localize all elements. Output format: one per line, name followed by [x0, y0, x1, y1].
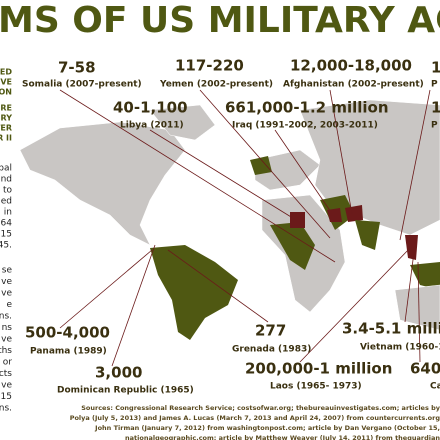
- side-text: ns.: [0, 312, 12, 322]
- edge-fragment: P: [431, 121, 438, 131]
- side-text: 45.: [0, 241, 12, 251]
- conflict-place: Dominican Republic (1965): [57, 386, 194, 396]
- side-heading: RY: [0, 114, 12, 123]
- title: MS OF US MILITARY AGGRES: [0, 0, 440, 41]
- side-text: or: [3, 358, 13, 368]
- death-count: 40-1,100: [113, 99, 188, 117]
- side-text: ths: [0, 346, 12, 356]
- side-text: 15: [1, 230, 12, 240]
- edge-fragment: 1: [431, 99, 440, 117]
- conflict-place: Panama (1989): [30, 347, 107, 357]
- side-text: 15: [1, 392, 12, 402]
- conflict-place: Iraq (1991-2002, 2003-2011): [232, 121, 378, 131]
- source-line: Polya (July 5, 2013) and James A. Lucas …: [70, 414, 440, 422]
- side-heading: TER: [0, 124, 12, 133]
- death-count: 117-220: [175, 57, 244, 75]
- side-text: ed: [1, 197, 12, 207]
- conflict-place: Grenada (1983): [232, 345, 311, 355]
- side-heading: ERE: [0, 104, 12, 113]
- side-text: ve: [1, 289, 12, 299]
- conflict-place: Vietnam (1960-1975): [360, 343, 440, 353]
- source-line: John Tirman (January 7, 2012) from washi…: [94, 424, 440, 432]
- leader-lines: [59, 89, 431, 367]
- conflict-place: Yemen (2002-present): [159, 80, 273, 90]
- side-heading: ION: [0, 88, 12, 97]
- death-count: 640: [410, 360, 440, 378]
- side-text: cts: [0, 369, 12, 379]
- side-text: ns.: [0, 404, 12, 414]
- side-text: se: [2, 266, 13, 276]
- side-text: ns: [2, 323, 13, 333]
- death-count: 12,000-18,000: [290, 57, 412, 75]
- side-text: nd: [1, 175, 12, 185]
- side-heading: IVE: [0, 78, 12, 87]
- side-text: e: [6, 300, 12, 310]
- death-count: 3,000: [95, 364, 142, 382]
- side-text: ve: [1, 277, 12, 287]
- death-count: 3.4-5.1 million: [342, 320, 440, 338]
- conflict-place: Afghanistan (2002-present): [283, 80, 424, 90]
- edge-fragment: 1: [431, 59, 440, 77]
- side-text: 64: [1, 219, 13, 229]
- source-line: Sources: Congressional Research Service;…: [81, 404, 440, 412]
- side-text: ve: [1, 381, 12, 391]
- side-text: in: [4, 208, 12, 218]
- death-count: 200,000-1 million: [245, 360, 392, 378]
- conflict-place: Ca: [430, 382, 440, 392]
- source-line: nationalgeographic.com; article by Matth…: [125, 434, 440, 440]
- world-map: [19, 99, 440, 340]
- death-count: 661,000-1.2 million: [225, 99, 389, 117]
- death-count: 500-4,000: [25, 324, 110, 342]
- death-count: 7-58: [58, 59, 96, 77]
- side-heading: R II: [0, 134, 12, 143]
- side-text: bal: [0, 164, 12, 174]
- edge-fragment: P: [431, 80, 438, 90]
- side-text: to: [3, 186, 13, 196]
- death-count: 277: [255, 322, 286, 340]
- conflict-place: Libya (2011): [120, 121, 184, 131]
- side-text: ve: [1, 335, 12, 345]
- conflict-place: Somalia (2007-present): [22, 80, 142, 90]
- side-heading: TED: [0, 68, 12, 77]
- conflict-place: Laos (1965- 1973): [270, 382, 362, 392]
